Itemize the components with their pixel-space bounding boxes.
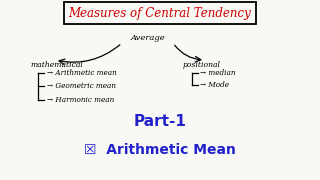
Text: → Mode: → Mode bbox=[200, 81, 229, 89]
Text: Measures of Central Tendency: Measures of Central Tendency bbox=[68, 6, 252, 19]
Text: Part-1: Part-1 bbox=[133, 114, 187, 129]
Text: → Harmonic mean: → Harmonic mean bbox=[47, 96, 114, 104]
Text: → Arithmetic mean: → Arithmetic mean bbox=[47, 69, 117, 77]
Text: mathematical: mathematical bbox=[30, 61, 83, 69]
Text: ☒  Arithmetic Mean: ☒ Arithmetic Mean bbox=[84, 143, 236, 157]
Text: → Geometric mean: → Geometric mean bbox=[47, 82, 116, 90]
Text: positional: positional bbox=[183, 61, 221, 69]
Text: → median: → median bbox=[200, 69, 236, 77]
Text: Average: Average bbox=[131, 34, 165, 42]
